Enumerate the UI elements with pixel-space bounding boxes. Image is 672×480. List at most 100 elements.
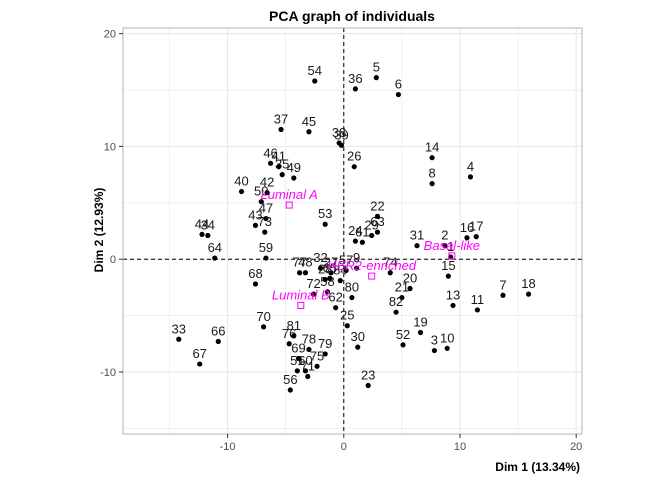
- point-label: 7: [499, 277, 506, 292]
- point-label: 8: [428, 166, 435, 181]
- point-label: 75: [310, 348, 324, 363]
- data-point: [302, 368, 309, 374]
- data-point: [252, 281, 259, 287]
- data-point: [444, 345, 450, 351]
- panel-border: [122, 27, 583, 435]
- point-label: 64: [208, 240, 222, 255]
- point-label: 47: [259, 201, 273, 216]
- y-tick-label: 20: [104, 29, 116, 41]
- data-point: [429, 181, 435, 187]
- data-point: [310, 291, 317, 297]
- point-label: 71: [301, 358, 315, 373]
- data-point: [399, 294, 405, 301]
- data-point: [374, 213, 381, 219]
- point-label: 62: [328, 290, 342, 305]
- point-label: 36: [348, 71, 362, 86]
- point-label: 54: [307, 63, 321, 78]
- chart-title: PCA graph of individuals: [269, 8, 435, 24]
- point-label: 32: [313, 250, 327, 265]
- point-label: 28: [318, 261, 332, 276]
- data-point: [327, 275, 333, 281]
- supplementary-label: Basal-like: [424, 238, 480, 253]
- x-tick-label: 20: [570, 441, 582, 453]
- data-point: [261, 324, 267, 330]
- data-point: [351, 164, 357, 170]
- data-point: [448, 254, 454, 260]
- data-point: [291, 175, 297, 181]
- data-point: [291, 333, 297, 339]
- point-label: 11: [471, 292, 485, 307]
- data-point: [238, 188, 245, 195]
- data-point: [343, 267, 349, 274]
- data-point: [337, 278, 343, 284]
- point-label: 48: [298, 255, 312, 270]
- point-label: 4: [467, 159, 474, 174]
- point-label: 38: [332, 125, 346, 140]
- data-point: [355, 344, 361, 350]
- point-label: 21: [395, 280, 409, 295]
- point-label: 27: [324, 255, 338, 270]
- data-point: [450, 302, 456, 309]
- point-label: 18: [521, 276, 535, 291]
- point-label: 19: [413, 315, 427, 330]
- data-point: [353, 265, 360, 271]
- data-point: [262, 229, 268, 235]
- point-label: 13: [446, 287, 460, 302]
- point-label: 34: [201, 218, 215, 233]
- point-label: 74: [383, 255, 397, 270]
- data-point: [442, 243, 448, 249]
- point-label: 67: [192, 346, 206, 361]
- data-point: [286, 341, 292, 347]
- data-point: [197, 361, 203, 367]
- point-label: 69: [291, 340, 305, 355]
- data-point: [322, 276, 328, 283]
- grid-lines: [123, 28, 582, 434]
- data-point: [267, 160, 274, 166]
- data-point: [328, 270, 334, 276]
- point-label: 56: [283, 372, 297, 387]
- supplementary-label: HER2-enriched: [327, 258, 417, 273]
- supplementary-layer: Luminal A Luminal B HER2-enriched Basal-lik…: [261, 187, 480, 309]
- point-label: 25: [340, 308, 354, 323]
- data-point: [474, 307, 481, 313]
- reference-lines: [123, 28, 582, 434]
- point-label: 5: [373, 60, 380, 75]
- point-label: 60: [298, 353, 312, 368]
- point-label: 3: [431, 333, 438, 348]
- y-axis-ticks: -10 0 10 20: [100, 29, 123, 379]
- data-point: [297, 270, 303, 276]
- x-axis-ticks: -10 0 10 20: [220, 434, 582, 453]
- point-label: 1: [447, 239, 454, 254]
- point-label: 77: [292, 255, 306, 270]
- supplementary-marker: [297, 301, 305, 309]
- point-label: 30: [350, 329, 364, 344]
- data-point: [312, 78, 318, 84]
- data-point: [263, 255, 269, 261]
- point-label: 42: [260, 175, 274, 190]
- y-tick-label: 10: [104, 141, 116, 153]
- data-point: [305, 373, 311, 380]
- data-point: [306, 129, 312, 135]
- data-point: [431, 347, 438, 354]
- point-label: 65: [323, 260, 337, 275]
- point-label: 84: [333, 263, 347, 278]
- data-point: [264, 190, 270, 196]
- point-label: 24: [348, 223, 362, 238]
- data-point: [199, 231, 205, 237]
- point-label: 59: [259, 240, 273, 255]
- data-point: [387, 270, 393, 276]
- data-point: [417, 329, 424, 336]
- data-point: [395, 91, 401, 98]
- x-axis-label: Dim 1 (13.34%): [495, 460, 580, 474]
- data-point: [352, 238, 359, 244]
- data-point: [359, 239, 365, 245]
- data-point: [407, 285, 413, 292]
- point-label: 66: [211, 324, 225, 339]
- supplementary-label: Luminal B: [272, 287, 330, 302]
- point-label: 82: [389, 294, 403, 309]
- point-label: 15: [441, 258, 455, 273]
- point-label: 79: [318, 336, 332, 351]
- data-point: [333, 305, 339, 311]
- data-point: [276, 164, 282, 170]
